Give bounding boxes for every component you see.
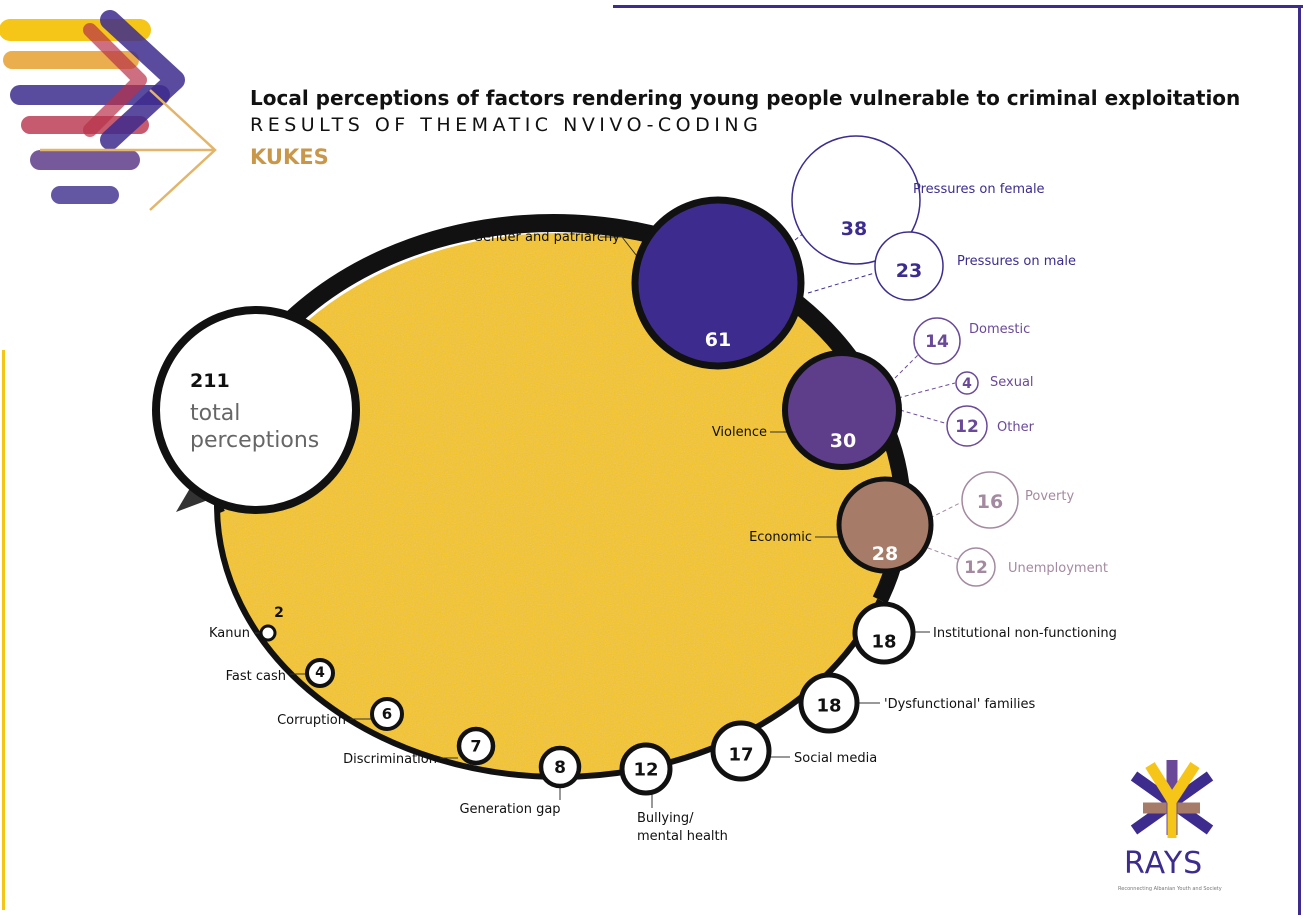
gender-label: Gender and patriarchy — [473, 230, 620, 245]
families-label: 'Dysfunctional' families — [884, 697, 1035, 712]
discrimination-value: 7 — [470, 737, 481, 756]
sexual-value: 4 — [962, 376, 972, 392]
ellipse-thin-rim — [214, 504, 883, 781]
pressures-male-label: Pressures on male — [957, 254, 1076, 269]
bullying-label-line2: mental health — [637, 829, 728, 844]
institutional-circle — [852, 601, 916, 665]
violence-label: Violence — [712, 425, 767, 440]
page-title: Local perceptions of factors rendering y… — [250, 86, 1241, 110]
main-ellipse — [217, 233, 903, 777]
violence-other-value: 12 — [955, 417, 979, 437]
violence-other-circle — [946, 405, 988, 447]
pressures-female-circle — [791, 135, 921, 265]
right-frame-line — [1298, 5, 1301, 915]
corruption-circle — [370, 697, 404, 731]
social-media-value: 17 — [728, 745, 753, 766]
corruption-value: 6 — [382, 705, 392, 723]
poverty-label: Poverty — [1025, 489, 1074, 504]
violence-value: 30 — [830, 430, 856, 452]
fast-cash-circle — [305, 658, 335, 688]
bullying-value: 12 — [633, 760, 658, 781]
generation-gap-value: 8 — [554, 758, 566, 778]
total-value: 211 — [190, 370, 230, 392]
rays-logo-text: RAYS — [1124, 846, 1204, 881]
left-frame-line — [2, 350, 5, 910]
pressures-female-label: Pressures on female — [913, 182, 1045, 197]
arrow-logo-icon — [0, 10, 217, 211]
total-circle — [152, 306, 360, 514]
generation-gap-circle — [538, 745, 582, 789]
corruption-label: Corruption — [277, 713, 346, 728]
gender-circle — [631, 196, 805, 370]
fast-cash-value: 4 — [315, 665, 325, 681]
families-circle — [798, 672, 860, 734]
sexual-circle — [955, 371, 979, 395]
page-subtitle: RESULTS OF THEMATIC NVIVO-CODING — [250, 114, 763, 136]
top-frame-line — [613, 5, 1303, 8]
discrimination-label: Discrimination — [343, 752, 437, 767]
pressures-male-circle — [874, 231, 944, 301]
sexual-label: Sexual — [990, 375, 1034, 390]
economic-circle — [836, 476, 934, 574]
domestic-value: 14 — [925, 332, 949, 352]
violence-other-label: Other — [997, 420, 1035, 435]
poverty-value: 16 — [977, 491, 1003, 513]
institutional-value: 18 — [871, 632, 896, 653]
total-label-line2: perceptions — [190, 428, 319, 453]
social-media-label: Social media — [794, 751, 877, 766]
pressures-female-value: 38 — [841, 218, 867, 240]
economic-label: Economic — [749, 530, 812, 545]
domestic-circle — [913, 317, 961, 365]
institutional-label: Institutional non-functioning — [933, 626, 1117, 641]
pressures-male-value: 23 — [896, 260, 922, 282]
rays-logo-icon — [1130, 760, 1214, 838]
generation-gap-label: Generation gap — [459, 802, 560, 817]
social-media-circle — [710, 720, 772, 782]
discrimination-circle — [456, 726, 496, 766]
unemployment-label: Unemployment — [1008, 561, 1108, 576]
economic-value: 28 — [872, 543, 898, 565]
violence-circle — [782, 350, 902, 470]
unemployment-circle — [956, 547, 996, 587]
rays-tagline: Reconnecting Albanian Youth and Society — [1118, 886, 1222, 892]
location-label: KUKES — [250, 145, 329, 169]
families-value: 18 — [816, 696, 841, 717]
domestic-label: Domestic — [969, 322, 1030, 337]
poverty-circle — [961, 471, 1019, 529]
fast-cash-label: Fast cash — [226, 669, 286, 684]
gender-value: 61 — [705, 329, 731, 351]
total-label-line1: total — [190, 401, 240, 426]
bullying-circle — [619, 742, 673, 796]
kanun-circle — [259, 624, 277, 642]
kanun-label: Kanun — [209, 626, 250, 641]
bullying-label-line1: Bullying/ — [637, 811, 694, 826]
kanun-value: 2 — [274, 605, 284, 621]
unemployment-value: 12 — [964, 558, 988, 578]
